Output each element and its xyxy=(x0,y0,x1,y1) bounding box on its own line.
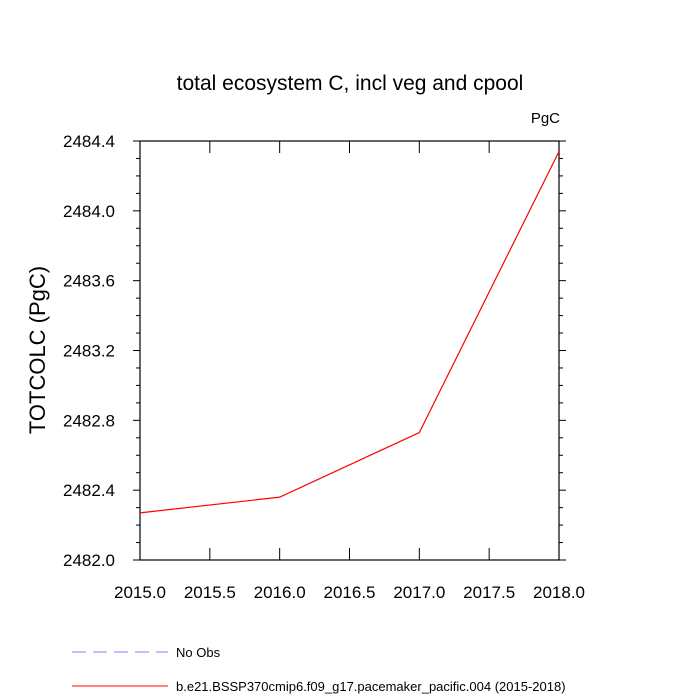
x-tick-label: 2017.0 xyxy=(393,583,445,602)
x-tick-label: 2016.5 xyxy=(324,583,376,602)
y-tick-label: 2482.0 xyxy=(63,551,115,570)
x-tick-label: 2018.0 xyxy=(533,583,585,602)
x-tick-label: 2017.5 xyxy=(463,583,515,602)
y-tick-label: 2484.0 xyxy=(63,202,115,221)
axis-ticks xyxy=(133,140,566,561)
legend: No Obs b.e21.BSSP370cmip6.f09_g17.pacemak… xyxy=(72,645,566,694)
y-tick-labels: 2482.0 2482.4 2482.8 2483.2 2483.6 2484.0 2484… xyxy=(63,132,115,570)
series-line xyxy=(139,151,560,514)
units-label: PgC xyxy=(531,110,560,127)
y-axis-label: TOTCOLC (PgC) xyxy=(25,266,50,434)
y-tick-label: 2484.4 xyxy=(63,132,115,151)
y-tick-label: 2483.2 xyxy=(63,342,115,361)
legend-label: No Obs xyxy=(176,645,221,660)
x-tick-labels: 2015.0 2015.5 2016.0 2016.5 2017.0 2017.5 2018… xyxy=(114,583,585,602)
plot-frame xyxy=(139,140,560,561)
y-tick-label: 2482.4 xyxy=(63,481,115,500)
legend-label: b.e21.BSSP370cmip6.f09_g17.pacemaker_pac… xyxy=(176,679,566,694)
y-tick-label: 2483.6 xyxy=(63,272,115,291)
series-lines xyxy=(139,151,560,514)
x-tick-label: 2015.5 xyxy=(184,583,236,602)
chart-title: total ecosystem C, incl veg and cpool xyxy=(177,72,524,95)
x-tick-label: 2015.0 xyxy=(114,583,166,602)
x-tick-label: 2016.0 xyxy=(254,583,306,602)
y-tick-label: 2482.8 xyxy=(63,411,115,430)
